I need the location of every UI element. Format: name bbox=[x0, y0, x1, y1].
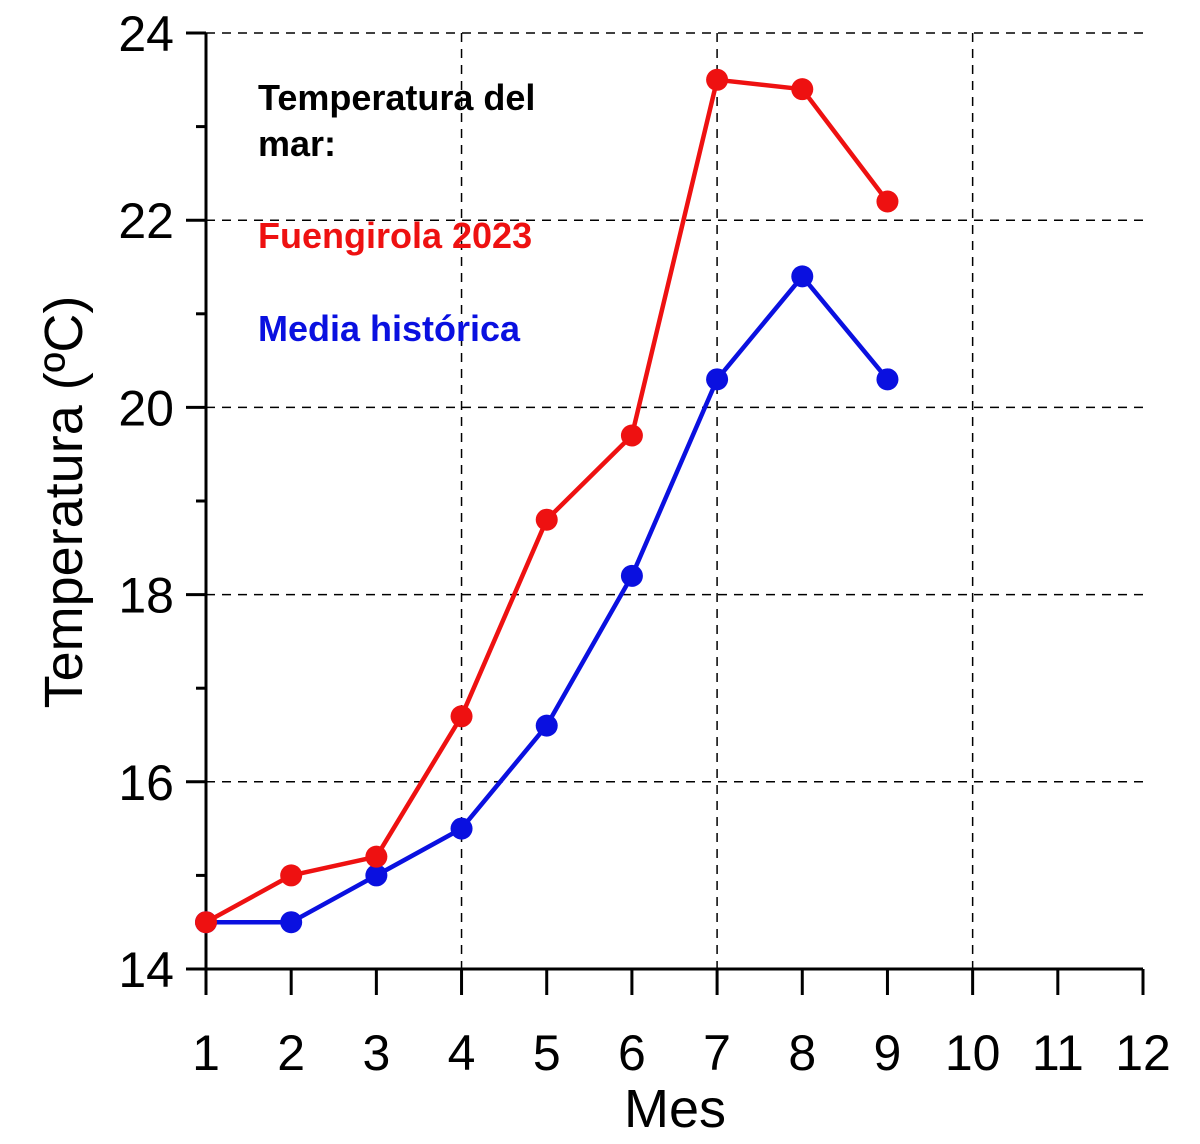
y-axis-title: Temperatura (ºC) bbox=[34, 296, 94, 709]
y-tick-label: 22 bbox=[118, 193, 174, 249]
data-point bbox=[876, 190, 899, 213]
data-series bbox=[195, 68, 899, 934]
grid bbox=[206, 32, 1143, 969]
x-tick-label: 2 bbox=[277, 1025, 305, 1081]
x-tick-label: 11 bbox=[1032, 1025, 1084, 1081]
x-tick-label: 7 bbox=[703, 1025, 731, 1081]
series-line bbox=[204, 77, 890, 925]
x-tick-label: 4 bbox=[448, 1025, 476, 1081]
data-point bbox=[791, 78, 814, 101]
x-tick-label: 12 bbox=[1115, 1025, 1171, 1081]
series-line bbox=[206, 274, 890, 925]
x-tick-label: 10 bbox=[945, 1025, 1001, 1081]
data-point bbox=[450, 705, 473, 728]
data-point bbox=[535, 508, 558, 531]
y-tick-label: 18 bbox=[118, 568, 174, 624]
legend-entry-fuengirola-2023: Fuengirola 2023 bbox=[258, 215, 532, 256]
y-tick-label: 16 bbox=[118, 755, 174, 811]
data-point bbox=[791, 265, 814, 288]
data-point bbox=[620, 424, 643, 447]
x-tick-label: 6 bbox=[618, 1025, 646, 1081]
x-tick-label: 1 bbox=[192, 1025, 220, 1081]
data-point bbox=[706, 368, 729, 391]
legend: Temperatura del mar: Fuengirola 2023 Med… bbox=[258, 77, 535, 349]
series-1 bbox=[195, 265, 899, 934]
x-tick-label: 8 bbox=[788, 1025, 816, 1081]
data-point bbox=[450, 817, 473, 840]
y-tick-label: 20 bbox=[118, 380, 174, 436]
y-tick-label: 14 bbox=[118, 942, 174, 998]
data-point bbox=[535, 714, 558, 737]
legend-heading-line-1: Temperatura del bbox=[258, 77, 535, 118]
data-point bbox=[195, 911, 217, 934]
y-tick-label: 24 bbox=[118, 6, 174, 62]
data-point bbox=[620, 564, 643, 587]
data-point bbox=[706, 68, 729, 91]
legend-entry-media-historica: Media histórica bbox=[258, 308, 521, 349]
data-point bbox=[876, 368, 899, 391]
axes bbox=[186, 31, 1145, 995]
data-point bbox=[365, 864, 388, 887]
data-point bbox=[365, 845, 388, 868]
data-point bbox=[280, 864, 303, 887]
x-axis-title: Mes bbox=[624, 1079, 726, 1139]
x-tick-label: 3 bbox=[362, 1025, 390, 1081]
data-point bbox=[280, 911, 303, 934]
legend-heading-line-2: mar: bbox=[258, 123, 336, 164]
series-0 bbox=[195, 68, 899, 934]
x-tick-label: 9 bbox=[874, 1025, 902, 1081]
x-tick-label: 5 bbox=[533, 1025, 561, 1081]
